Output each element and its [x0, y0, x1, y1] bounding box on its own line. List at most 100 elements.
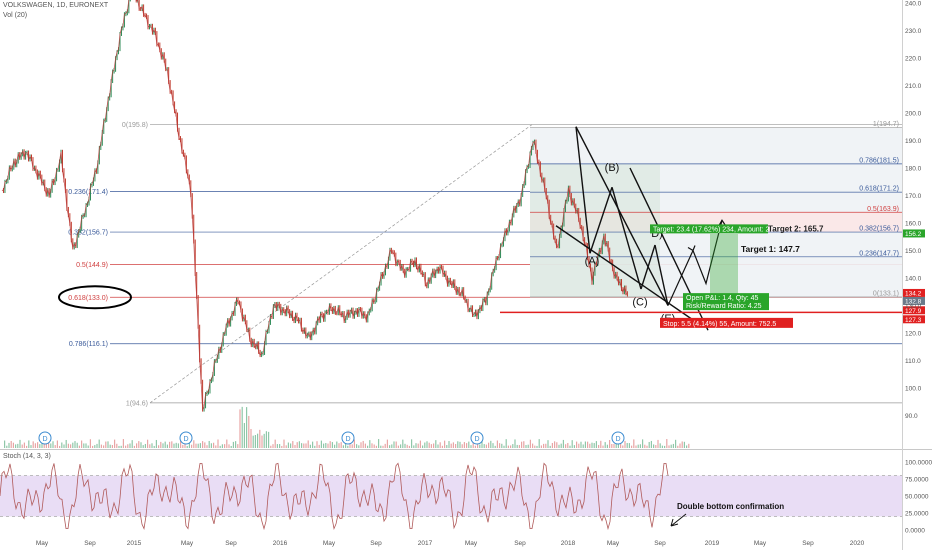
pattern-drawing-layer: (A)(B)(C)D)(E): [58, 126, 727, 331]
volume-bar: [496, 440, 498, 448]
volume-bar: [193, 440, 195, 448]
volume-bar: [17, 443, 19, 448]
dividend-marker: [341, 431, 355, 445]
volume-bar: [263, 433, 265, 448]
time-tick-label: 2020: [850, 540, 865, 547]
volume-bar: [441, 445, 443, 448]
volume-bar: [155, 439, 157, 448]
volume-bar: [600, 440, 602, 448]
volume-bar: [459, 441, 461, 448]
time-tick-label: Sep: [514, 540, 526, 547]
volume-bar: [10, 440, 12, 448]
volume-bar: [254, 435, 256, 448]
volume-bar: [323, 443, 325, 448]
volume-bar: [461, 444, 463, 448]
volume-bar: [483, 444, 485, 448]
volume-bar: [492, 443, 494, 448]
volume-bar: [672, 443, 674, 448]
price-tick-label: 160.0: [905, 221, 922, 228]
volume-bar: [446, 445, 448, 448]
volume-bar: [272, 444, 274, 448]
stop-text: Stop: 5.5 (4.14%) 55, Amount: 752.5: [663, 321, 776, 328]
target-zone: [710, 234, 738, 296]
time-tick-label: Sep: [370, 540, 382, 547]
price-tick-label: 170.0: [905, 193, 922, 200]
volume-bar: [633, 439, 635, 448]
price-line: [1, 0, 628, 410]
price-badge: [903, 296, 925, 305]
volume-bar: [63, 444, 65, 448]
volume-bar: [573, 445, 575, 448]
stoch-tick-label: 50.0000: [905, 494, 929, 501]
price-tick-label: 140.0: [905, 276, 922, 283]
volume-bar: [661, 445, 663, 448]
volume-bar: [547, 440, 549, 448]
volume-bar: [659, 443, 661, 448]
volume-bar: [274, 439, 276, 448]
volume-bar: [378, 439, 380, 448]
projection-path: [667, 220, 723, 306]
time-tick-label: 2015: [127, 540, 142, 547]
volume-bar: [67, 443, 69, 448]
volume-bars: [4, 406, 690, 448]
pattern-line: [575, 126, 669, 306]
volume-bar: [89, 439, 91, 448]
volume-bar: [28, 440, 30, 448]
volume-bar: [116, 443, 118, 448]
time-tick-label: Sep: [654, 540, 666, 547]
volume-bar: [279, 444, 281, 448]
dividend-marker-label: D: [42, 436, 47, 443]
projection-arrow-head: [687, 245, 696, 252]
stochastic-panel: 100.0000 75.0000 50.0000 25.0000 0.0000 Doubl…: [0, 460, 932, 535]
volume-bar: [437, 444, 439, 448]
volume-bar: [74, 441, 76, 448]
volume-bar: [175, 442, 177, 448]
volume-bar: [679, 443, 681, 448]
volume-bar: [415, 443, 417, 448]
volume-bar: [59, 445, 61, 448]
price-tick-label: 240.0: [905, 1, 922, 8]
pattern-line: [589, 187, 613, 254]
volume-bar: [270, 445, 272, 448]
volume-bar: [466, 443, 468, 448]
dividend-marker: [179, 431, 193, 445]
volume-bar: [334, 444, 336, 448]
volume-bar: [298, 441, 300, 448]
volume-bar: [122, 439, 124, 448]
volume-bar: [584, 441, 586, 448]
volume-bar: [556, 442, 558, 448]
volume-bar: [228, 444, 230, 448]
volume-bar: [250, 429, 252, 448]
volume-bar: [653, 444, 655, 448]
volume-bar: [100, 444, 102, 448]
volume-bar: [39, 444, 41, 448]
volume-bar: [356, 444, 358, 448]
volume-bar: [6, 445, 8, 448]
volume-bar: [241, 406, 243, 448]
pattern-line: [611, 187, 642, 290]
volume-bar: [543, 443, 545, 448]
price-tick-label: 150.0: [905, 248, 922, 255]
time-tick-label: May: [754, 540, 767, 547]
volume-bar: [202, 441, 204, 448]
double-bottom-label: Double bottom confirmation: [677, 502, 784, 511]
volume-bar: [606, 444, 608, 448]
volume-bar: [545, 443, 547, 448]
volume-bar: [136, 443, 138, 448]
volume-bar: [450, 443, 452, 448]
volume-bar: [48, 442, 50, 448]
volume-bar: [276, 444, 278, 448]
volume-bar: [26, 445, 28, 448]
volume-bar: [347, 445, 349, 448]
volume-bar: [384, 443, 386, 448]
volume-bar: [61, 442, 63, 448]
volume-bar: [538, 439, 540, 448]
volume-bar: [468, 441, 470, 448]
volume-bar: [21, 444, 23, 448]
dividend-marker: [611, 431, 625, 445]
price-badge: [903, 306, 925, 315]
price-badge: [903, 315, 925, 324]
volume-bar: [239, 409, 241, 448]
volume-bar: [457, 441, 459, 448]
